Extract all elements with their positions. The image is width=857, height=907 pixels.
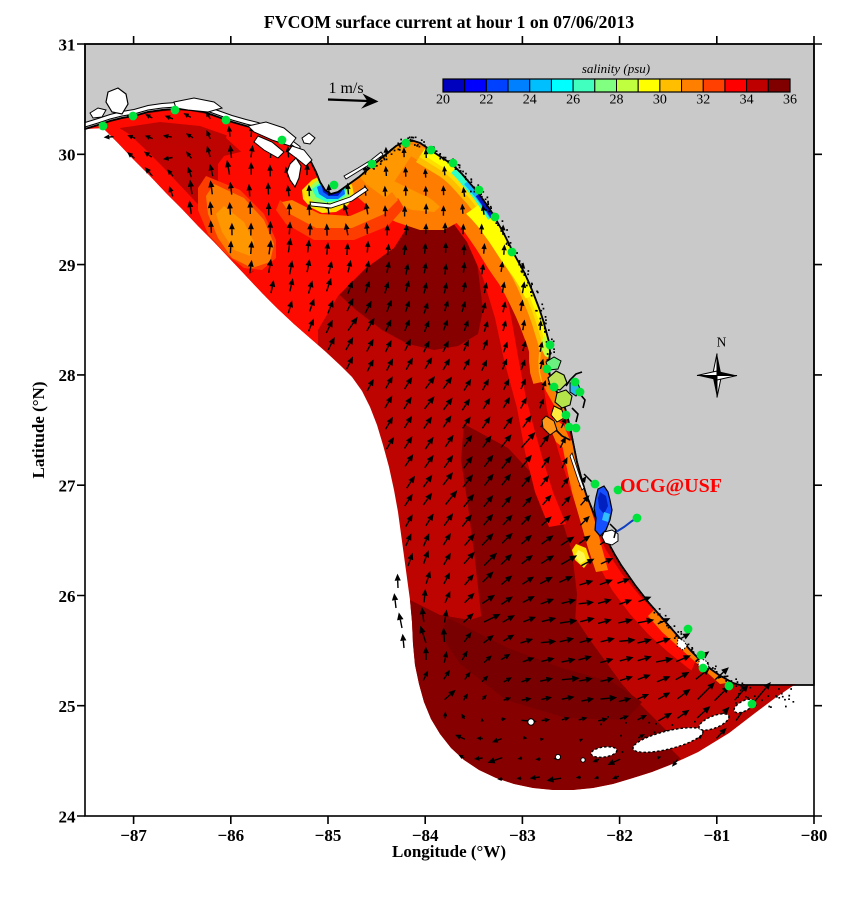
svg-text:26: 26	[59, 587, 76, 606]
svg-text:FVCOM surface current at hour: FVCOM surface current at hour 1 on 07/06…	[264, 12, 634, 32]
svg-text:−82: −82	[606, 826, 633, 845]
svg-text:−84: −84	[412, 826, 439, 845]
svg-text:−83: −83	[509, 826, 536, 845]
svg-text:32: 32	[696, 93, 710, 108]
svg-text:Latitude (°N): Latitude (°N)	[29, 382, 48, 479]
svg-text:Longitude (°W): Longitude (°W)	[392, 842, 506, 861]
svg-text:29: 29	[59, 256, 76, 275]
svg-text:N: N	[717, 335, 727, 350]
svg-text:31: 31	[59, 35, 76, 54]
svg-text:−87: −87	[120, 826, 147, 845]
svg-text:27: 27	[59, 477, 77, 496]
svg-text:25: 25	[59, 697, 76, 716]
svg-text:36: 36	[783, 93, 797, 108]
svg-text:−85: −85	[315, 826, 342, 845]
svg-text:24: 24	[59, 807, 77, 826]
svg-text:26: 26	[566, 93, 580, 108]
svg-text:30: 30	[653, 93, 667, 108]
svg-text:34: 34	[740, 93, 754, 108]
svg-text:20: 20	[436, 93, 450, 108]
svg-text:28: 28	[59, 366, 76, 385]
svg-text:−80: −80	[801, 826, 828, 845]
svg-text:−81: −81	[703, 826, 730, 845]
svg-text:24: 24	[523, 93, 537, 108]
svg-text:1 m/s: 1 m/s	[328, 80, 363, 97]
svg-text:−86: −86	[217, 826, 244, 845]
svg-text:22: 22	[479, 93, 493, 108]
svg-text:28: 28	[610, 93, 624, 108]
svg-text:OCG@USF: OCG@USF	[620, 475, 722, 497]
svg-text:salinity (psu): salinity (psu)	[582, 61, 650, 76]
svg-text:30: 30	[59, 146, 76, 165]
